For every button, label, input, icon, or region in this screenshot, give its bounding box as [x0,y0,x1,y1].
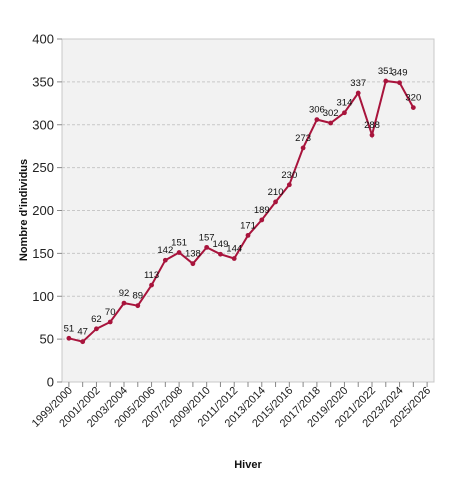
data-point [66,335,72,341]
data-point [314,117,320,123]
data-point [80,339,86,345]
data-point [383,78,389,84]
data-point [342,110,347,116]
data-point [273,199,278,205]
data-point [328,120,334,126]
data-point [355,90,361,96]
data-point [162,257,168,263]
data-label: 70 [105,307,116,318]
data-point [121,300,127,306]
data-label: 337 [350,78,366,89]
data-label: 138 [185,249,201,260]
data-label: 306 [309,105,325,116]
data-point [397,80,402,86]
data-point [410,105,416,110]
data-label: 273 [295,133,311,144]
data-label: 302 [323,108,339,119]
data-points [66,78,416,345]
data-label: 320 [405,93,421,104]
data-label: 314 [337,98,353,109]
data-point [107,319,113,325]
data-label: 151 [171,238,187,249]
data-point [94,326,99,332]
data-point [149,282,154,288]
data-point [135,303,141,309]
y-axis-ticks: 0 50 100 150 200 250 300 350 400 [32,32,62,390]
data-label: 210 [268,187,284,198]
data-label: 171 [240,220,256,231]
data-label: 149 [213,239,229,250]
y-tick-label: 350 [32,74,54,89]
x-axis-title: Hiver [234,459,262,471]
x-axis-ticks: 1999/20002001/20022003/20042005/20062007… [30,382,433,430]
data-label: 89 [132,291,143,302]
data-label: 288 [364,120,380,131]
data-label: 62 [91,314,102,325]
y-tick-label: 400 [32,32,54,47]
data-point [245,232,251,238]
y-tick-label: 250 [32,160,54,175]
y-tick-label: 100 [32,289,54,304]
data-point [369,132,375,138]
data-label: 113 [144,270,159,281]
data-point [300,145,306,151]
data-label: 47 [77,327,88,338]
data-label: 189 [254,205,270,216]
data-label: 349 [392,68,408,79]
y-tick-label: 0 [47,375,54,390]
data-point [259,217,265,223]
data-point [204,244,210,250]
data-point [218,251,223,257]
data-label: 92 [119,288,130,299]
data-label: 144 [226,244,242,255]
data-point [286,182,292,188]
y-tick-label: 300 [32,117,54,132]
data-label: 157 [199,232,215,243]
y-axis-title: Nombre d'individus [18,159,30,261]
data-label: 351 [378,66,394,77]
data-point [231,256,237,261]
data-label: 142 [157,245,173,256]
data-label: 51 [64,323,75,334]
y-tick-label: 50 [40,332,54,347]
data-point [176,250,182,255]
data-label: 230 [281,170,297,181]
y-tick-label: 150 [32,246,54,261]
data-point [190,261,196,267]
y-tick-label: 200 [32,203,54,218]
